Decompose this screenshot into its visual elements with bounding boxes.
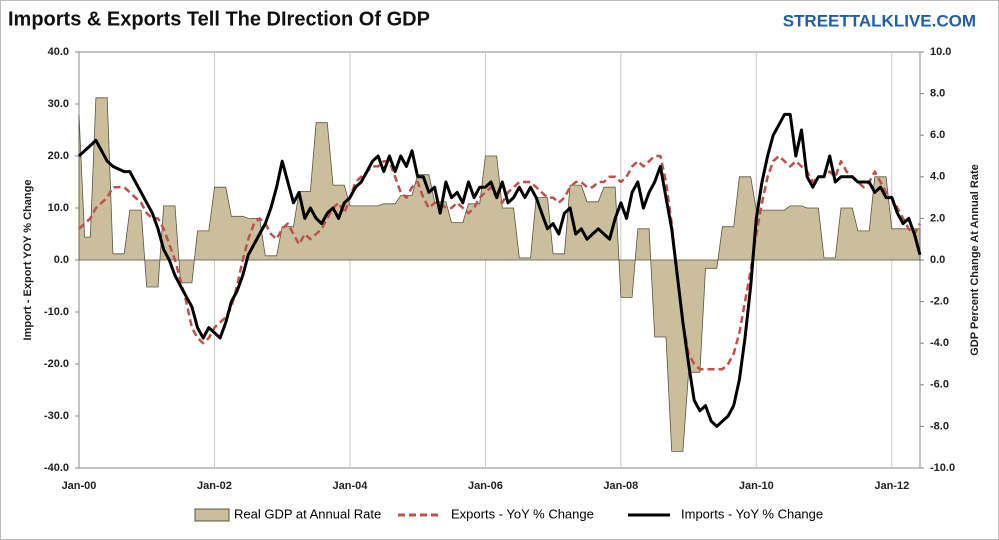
y-tick-label: -30.0	[44, 410, 69, 422]
chart-title: Imports & Exports Tell The DIrection Of …	[8, 8, 430, 30]
y-tick-label: -10.0	[44, 306, 69, 318]
y-axis-title: Import - Export YOY % Change	[22, 180, 34, 341]
y2-tick-label: -10.0	[930, 462, 955, 474]
x-tick-label: Jan-02	[197, 480, 232, 492]
y-tick-label: -40.0	[44, 462, 69, 474]
y2-tick-label: -4.0	[930, 337, 949, 349]
x-tick-label: Jan-08	[603, 480, 638, 492]
legend-label: Real GDP at Annual Rate	[234, 506, 381, 521]
x-tick-label: Jan-10	[739, 480, 774, 492]
legend-swatch	[194, 508, 230, 522]
y2-tick-label: -8.0	[930, 420, 949, 432]
y-tick-label: 0.0	[54, 254, 69, 266]
y-tick-label: 40.0	[48, 46, 69, 58]
legend-label: Exports - YoY % Change	[451, 506, 594, 521]
x-tick-label: Jan-06	[468, 480, 503, 492]
x-tick-label: Jan-00	[62, 480, 97, 492]
y2-tick-label: 4.0	[930, 171, 945, 183]
y-tick-label: 10.0	[48, 202, 69, 214]
legend-label: Imports - YoY % Change	[681, 506, 823, 521]
y2-tick-label: 6.0	[930, 129, 945, 141]
y2-tick-label: -2.0	[930, 296, 949, 308]
y2-tick-label: 0.0	[930, 254, 945, 266]
y-tick-label: -20.0	[44, 358, 69, 370]
y2-tick-label: 2.0	[930, 212, 945, 224]
y2-tick-label: 8.0	[930, 88, 945, 100]
y-tick-label: 30.0	[48, 98, 69, 110]
watermark: STREETTALKLIVE.COM	[783, 11, 976, 30]
y2-tick-label: 10.0	[930, 46, 951, 58]
gdp-area	[78, 97, 921, 452]
series-line	[77, 112, 922, 428]
x-tick-label: Jan-12	[874, 480, 909, 492]
y2-tick-label: -6.0	[930, 379, 949, 391]
y2-axis-title: GDP Percent Change At Annual Rate	[969, 164, 981, 356]
x-tick-label: Jan-04	[332, 480, 368, 492]
y-tick-label: 20.0	[48, 150, 69, 162]
